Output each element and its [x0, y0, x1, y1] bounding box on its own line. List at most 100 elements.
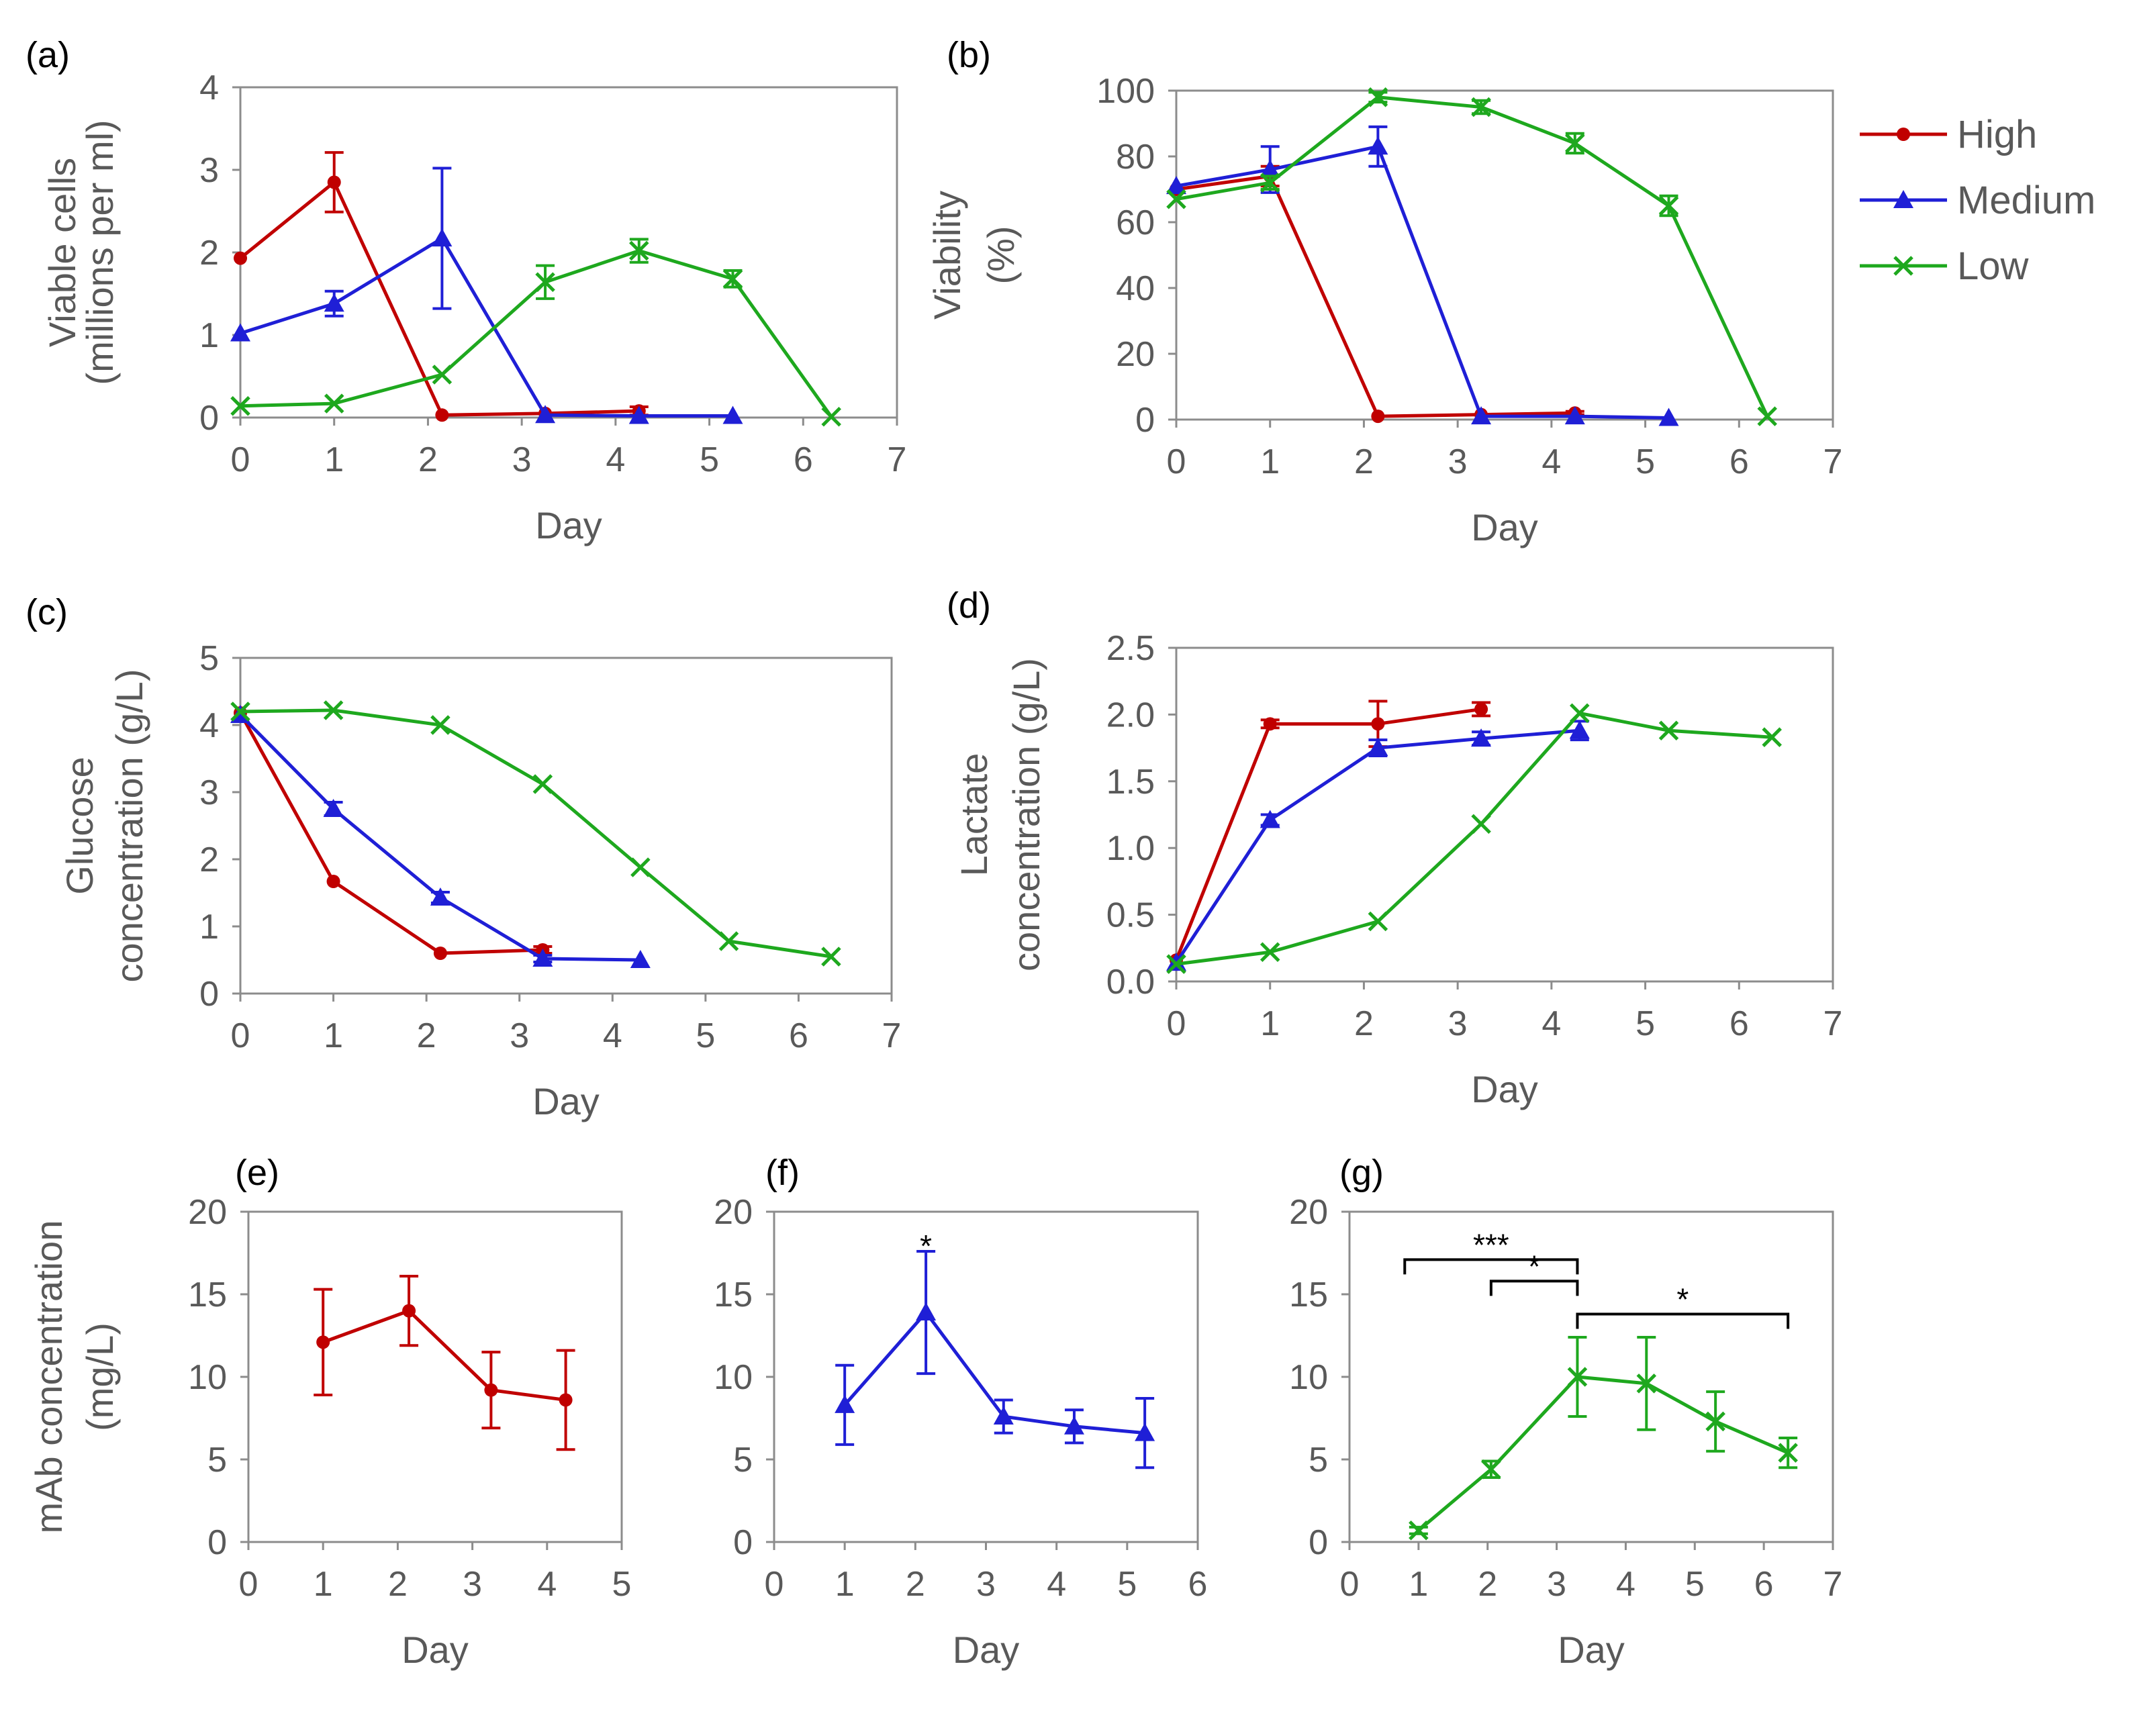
y-tick-label: 10: [1289, 1358, 1328, 1397]
significance-bracket: ***: [1403, 1227, 1579, 1275]
series-medium-a: [230, 166, 743, 424]
x-tick-label: 7: [1823, 442, 1843, 481]
y-tick-label: 40: [1116, 269, 1155, 308]
y-tick-label: 4: [199, 68, 219, 107]
x-tick-label: 7: [1823, 1004, 1843, 1043]
data-point: [1636, 1373, 1657, 1394]
data-point-stroke-b: [430, 715, 451, 735]
x-tick-label: 6: [1729, 442, 1749, 481]
x-tick-label: 0: [239, 1565, 258, 1604]
data-point-stroke-b: [1565, 133, 1585, 154]
legend-marker-stroke-b: [1893, 256, 1913, 276]
series-low-c: [230, 700, 841, 967]
data-point-stroke-b: [1567, 1367, 1588, 1387]
legend-marker: [1893, 256, 1913, 276]
series-line: [1174, 707, 1482, 961]
x-tick-label: 0: [1167, 442, 1186, 481]
data-point: [821, 947, 841, 967]
panel-label-g: (g): [1339, 1153, 1384, 1193]
data-point: [1471, 728, 1492, 747]
data-point-stroke-b: [1471, 97, 1491, 117]
bracket-line: [1576, 1312, 1790, 1329]
x-tick-label: 7: [882, 1016, 902, 1055]
y-tick-label: 2: [199, 234, 219, 273]
y-axis-title-a: Viable cells: [41, 158, 83, 347]
data-point: [430, 887, 451, 906]
data-point: [1368, 87, 1388, 107]
data-point-stroke-b: [722, 269, 743, 289]
x-tick-label: 2: [906, 1565, 925, 1604]
series-line: [240, 249, 833, 418]
series-high-e: [314, 1274, 575, 1451]
x-tick-label: 4: [537, 1565, 557, 1604]
x-tick-label: 3: [1547, 1565, 1566, 1604]
x-tick-label: 2: [417, 1016, 436, 1055]
y-axis-title-b: (%): [980, 226, 1022, 284]
data-point: [1409, 1521, 1429, 1541]
data-point: [327, 175, 341, 189]
data-point-stroke-b: [1409, 1521, 1429, 1541]
x-tick-label: 4: [1047, 1565, 1066, 1604]
data-point: [323, 799, 344, 817]
data-point: [821, 407, 841, 427]
data-point: [1481, 1459, 1501, 1480]
y-tick-label: 0: [207, 1523, 227, 1562]
y-tick-label: 20: [188, 1193, 227, 1232]
data-point: [630, 857, 651, 877]
x-tick-label: 3: [1448, 1004, 1468, 1043]
data-point: [430, 715, 451, 735]
panel-label-a: (a): [26, 35, 70, 75]
series-line: [240, 236, 733, 418]
significance-star: *: [920, 1228, 932, 1263]
data-point-stroke-b: [1260, 942, 1280, 963]
y-tick-label: 20: [1289, 1193, 1328, 1232]
bracket-label: *: [1676, 1282, 1689, 1317]
data-point-stroke-b: [432, 365, 453, 385]
data-point: [559, 1393, 573, 1407]
data-point-stroke-b: [821, 407, 841, 427]
y-tick-label: 10: [188, 1358, 227, 1397]
y-tick-label: 0: [1135, 401, 1155, 440]
data-point-stroke-b: [1762, 727, 1782, 747]
series-low-g: [1409, 1335, 1798, 1541]
x-tick-label: 2: [388, 1565, 408, 1604]
series-medium-d: [1166, 720, 1590, 971]
x-tick-label: 2: [1478, 1565, 1497, 1604]
x-tick-label: 4: [606, 440, 625, 479]
series-line: [240, 708, 832, 959]
y-tick-label: 0: [733, 1523, 753, 1562]
data-point: [1135, 1422, 1155, 1441]
data-point: [1263, 717, 1277, 731]
x-tick-label: 1: [1409, 1565, 1428, 1604]
x-tick-label: 3: [512, 440, 532, 479]
data-point-stroke-b: [1757, 406, 1777, 426]
y-tick-label: 3: [199, 151, 219, 190]
data-point-stroke-b: [323, 700, 344, 720]
data-point-stroke-b: [1368, 87, 1388, 107]
y-axis-title-c: Glucose: [58, 757, 101, 894]
y-tick-label: 20: [714, 1193, 753, 1232]
series-high-c: [234, 706, 553, 960]
panel-b: (b) 0 1 2 3 4 5 6 7 0 20 40 60 80 100 Day Viability (%): [926, 35, 1842, 548]
data-point: [535, 405, 556, 424]
x-tick-label: 5: [1685, 1565, 1705, 1604]
data-point-stroke-b: [535, 272, 555, 293]
series-high-a: [234, 151, 649, 422]
x-tick-label: 6: [789, 1016, 808, 1055]
y-tick-label: 15: [714, 1275, 753, 1314]
data-point: [1705, 1411, 1725, 1432]
data-point: [1368, 911, 1388, 932]
y-tick-label: 0.5: [1106, 896, 1155, 935]
data-point: [484, 1383, 498, 1397]
y-tick-label: 0: [199, 399, 219, 438]
data-point: [1474, 702, 1488, 716]
x-tick-label: 5: [612, 1565, 632, 1604]
series-high-b: [1170, 164, 1584, 424]
data-point: [630, 950, 651, 968]
significance-bracket: *: [1489, 1249, 1579, 1296]
data-point: [1778, 1443, 1798, 1463]
legend-label: Low: [1957, 244, 2030, 288]
y-tick-label: 80: [1116, 138, 1155, 177]
